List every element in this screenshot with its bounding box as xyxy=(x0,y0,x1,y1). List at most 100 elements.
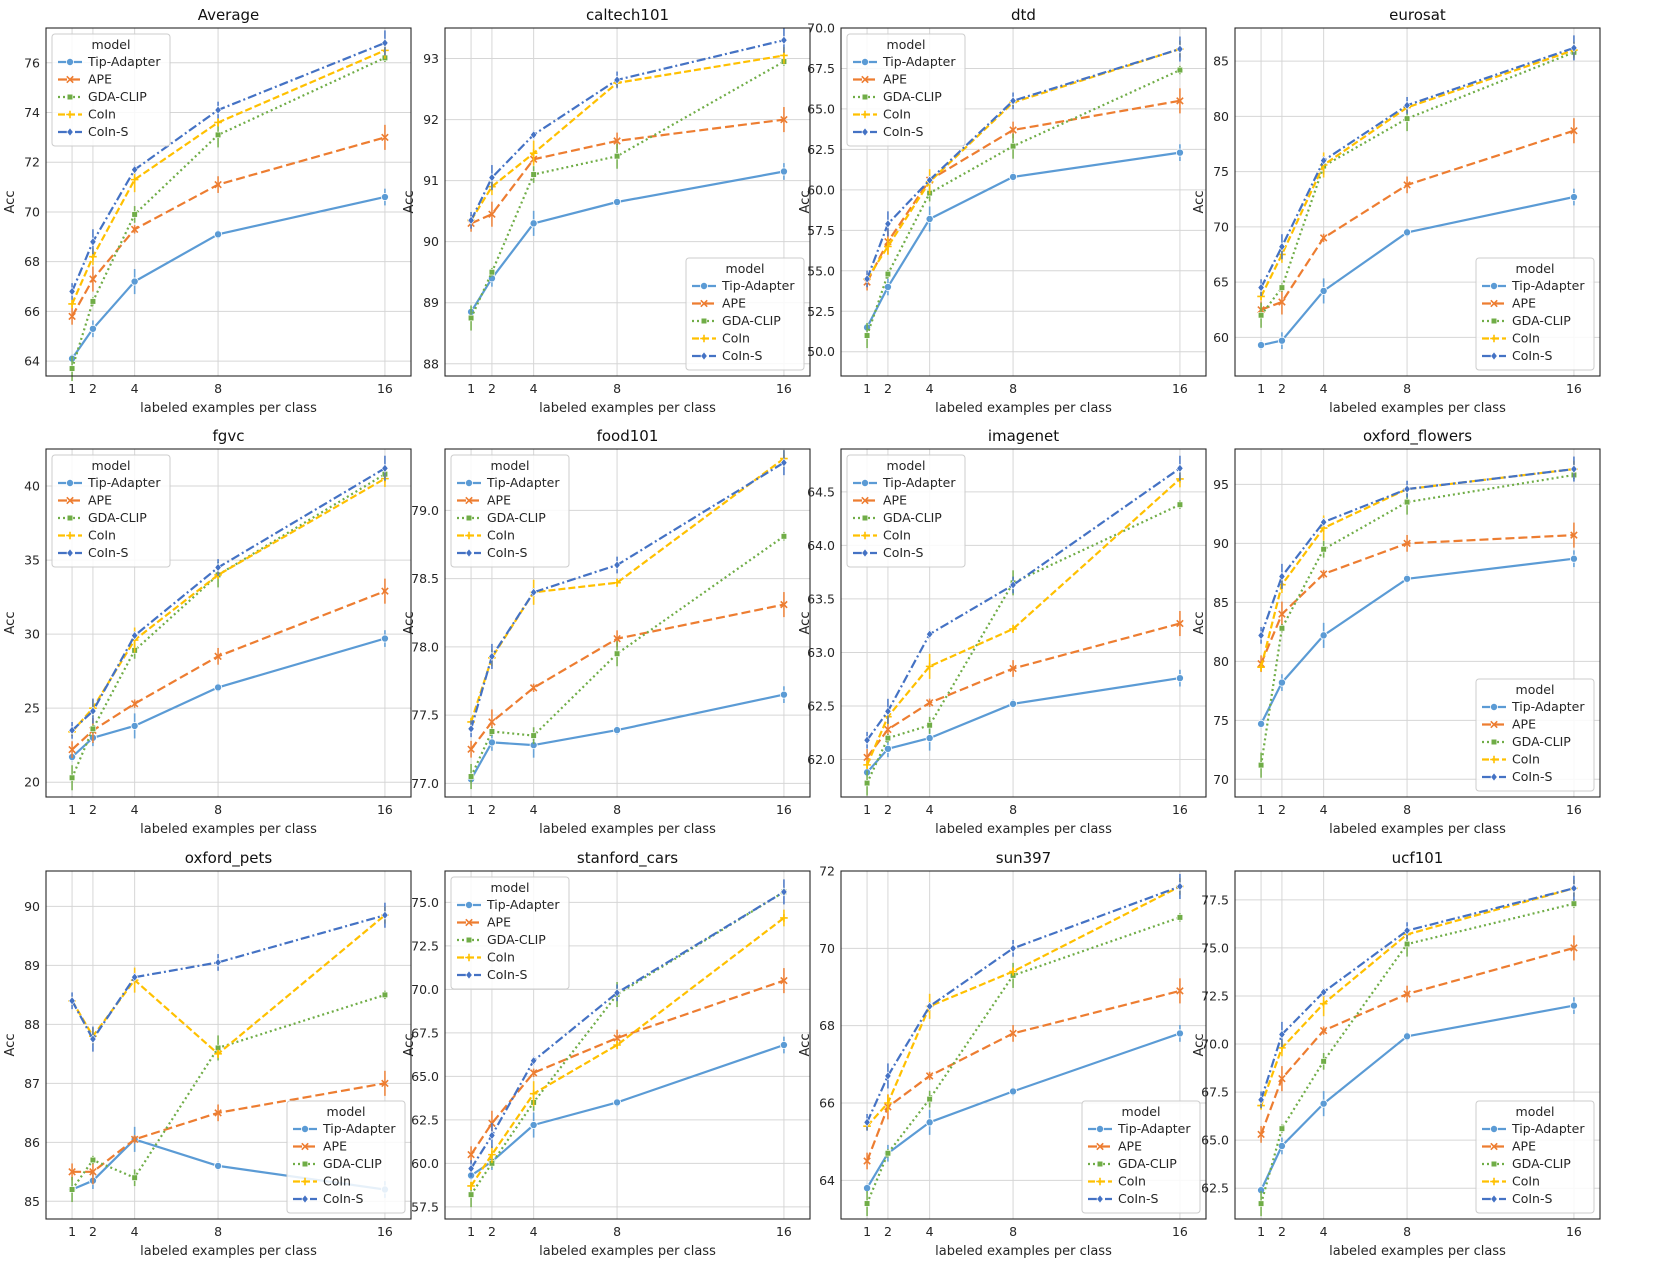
legend-label: CoIn-S xyxy=(487,545,527,560)
series-coin-errorbars xyxy=(866,878,1181,1131)
y-tick-label: 70 xyxy=(24,204,40,219)
marker-plus xyxy=(861,531,869,540)
marker-circle xyxy=(1490,281,1499,290)
marker-x xyxy=(381,1079,389,1088)
y-tick-label: 62.0 xyxy=(807,752,835,767)
axes-frame xyxy=(45,27,412,377)
series-line-coin xyxy=(1260,468,1575,668)
legend-label: GDA-CLIP xyxy=(88,89,147,104)
marker-plus xyxy=(1257,663,1265,672)
chart-title: imagenet xyxy=(988,427,1059,445)
legend-label: Tip-Adapter xyxy=(322,1121,396,1136)
marker-diamond xyxy=(66,127,74,137)
axes-frame xyxy=(45,448,412,798)
marker-circle xyxy=(925,214,934,223)
series-line-coin xyxy=(71,914,386,1055)
x-tick-label: 4 xyxy=(131,1224,139,1239)
marker-square xyxy=(863,779,871,787)
axes-frame xyxy=(840,27,1207,377)
legend-label: Tip-Adapter xyxy=(486,897,560,912)
marker-x xyxy=(613,137,621,145)
marker-x xyxy=(214,652,222,661)
marker-diamond xyxy=(863,735,871,745)
legend-label: Tip-Adapter xyxy=(721,278,795,293)
marker-square xyxy=(89,1156,97,1164)
marker-diamond xyxy=(1096,1194,1104,1204)
y-tick-label: 75 xyxy=(1213,713,1229,728)
legend-title: model xyxy=(92,37,131,52)
marker-square xyxy=(68,774,76,781)
marker-diamond xyxy=(1570,464,1578,474)
marker-circle xyxy=(1277,336,1286,345)
x-axis-label: labeled examples per class xyxy=(140,822,317,837)
y-tick-label: 50.0 xyxy=(807,344,835,359)
marker-circle xyxy=(1569,1001,1578,1010)
marker-x xyxy=(861,496,869,505)
marker-square xyxy=(1403,498,1411,506)
series-line-tip-adapter xyxy=(470,693,785,780)
marker-diamond xyxy=(1176,463,1184,473)
subplot-sun397: 64 66 68 70 72 1 2 4 8 16 labeled examples per cla… xyxy=(798,849,1207,1259)
y-axis-label: Acc xyxy=(3,1034,18,1057)
x-tick-label: 4 xyxy=(1320,381,1328,396)
subplot-oxford-pets: 85 86 87 88 89 90 1 2 4 8 16 labeled examples per c… xyxy=(3,849,412,1259)
y-tick-label: 92 xyxy=(423,112,439,127)
legend-label: GDA-CLIP xyxy=(1118,1156,1177,1171)
x-tick-label: 1 xyxy=(467,802,475,817)
legend-title: model xyxy=(1516,261,1555,276)
marker-diamond xyxy=(467,724,475,734)
marker-circle xyxy=(380,634,389,643)
legend-label: Tip-Adapter xyxy=(87,475,161,490)
marker-diamond xyxy=(488,173,496,183)
x-axis-label: labeled examples per class xyxy=(539,1244,716,1259)
axes-frame xyxy=(444,448,811,798)
y-axis-label: Acc xyxy=(3,612,18,635)
marker-x xyxy=(529,684,538,692)
subplot-stanford-cars: 57.5 60.0 62.5 65.0 67.5 70.0 72.5 75.0 1 2 4 8 16 la… xyxy=(402,849,811,1259)
series-ape-errorbars xyxy=(470,107,785,232)
x-tick-label: 16 xyxy=(776,802,792,817)
series-line-ape xyxy=(866,622,1181,759)
y-tick-label: 60 xyxy=(1213,330,1229,345)
marker-plus xyxy=(863,761,871,769)
marker-square xyxy=(467,1191,475,1198)
series-line-gda-clip xyxy=(1260,902,1575,1204)
marker-square xyxy=(884,1150,892,1157)
series-coin-s-errorbars xyxy=(470,27,785,229)
marker-circle xyxy=(1257,341,1266,350)
y-tick-label: 70 xyxy=(1213,219,1229,234)
marker-square xyxy=(465,514,473,522)
y-tick-label: 67.5 xyxy=(1201,1085,1229,1100)
marker-diamond xyxy=(131,631,139,641)
marker-x xyxy=(214,1109,222,1117)
series-line-coin xyxy=(1260,887,1575,1106)
legend: model Tip-Adapter APE GDA-CLIP CoIn CoIn-S xyxy=(685,257,805,371)
x-tick-label: 4 xyxy=(530,1224,538,1239)
y-axis-label: Acc xyxy=(798,612,813,635)
marker-square xyxy=(1009,143,1017,150)
marker-plus xyxy=(613,578,621,587)
legend-label: Tip-Adapter xyxy=(1511,699,1585,714)
marker-x xyxy=(863,1157,871,1165)
y-tick-label: 77.5 xyxy=(1201,892,1229,907)
legend-title: model xyxy=(491,458,530,473)
x-tick-label: 8 xyxy=(1403,381,1411,396)
legend: model Tip-Adapter APE GDA-CLIP CoIn CoIn-S xyxy=(846,33,966,147)
chart-title: stanford_cars xyxy=(577,849,678,868)
x-axis-label: labeled examples per class xyxy=(1329,1244,1506,1259)
marker-circle xyxy=(66,58,75,67)
marker-circle xyxy=(1009,1087,1018,1096)
marker-x xyxy=(467,745,475,754)
series-line-coin-s xyxy=(1260,468,1575,636)
marker-diamond xyxy=(465,970,473,980)
marker-diamond xyxy=(926,629,934,639)
marker-diamond xyxy=(89,237,97,247)
series-line-coin xyxy=(470,54,785,221)
y-tick-label: 75.0 xyxy=(411,895,439,910)
series-line-tip-adapter xyxy=(866,151,1181,328)
marker-square xyxy=(89,298,97,305)
x-tick-label: 1 xyxy=(68,381,76,396)
marker-plus xyxy=(1490,755,1498,764)
y-tick-label: 30 xyxy=(24,627,40,642)
subplot-oxford-flowers: 70 75 80 85 90 95 1 2 4 8 16 labeled examples per c… xyxy=(1192,427,1601,837)
